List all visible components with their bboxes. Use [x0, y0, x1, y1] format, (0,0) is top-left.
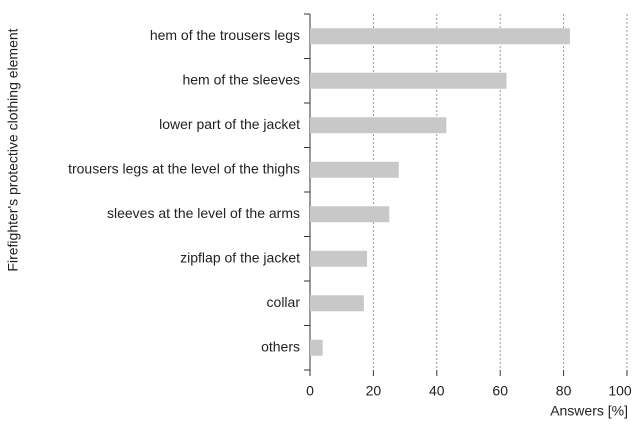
x-tick-label: 40 — [429, 383, 445, 399]
x-axis-label: Answers [%] — [550, 403, 628, 419]
y-tick-label: trousers legs at the level of the thighs — [68, 160, 300, 176]
y-axis-label: Firefighter's protective clothing elemen… — [5, 28, 21, 271]
bar — [310, 72, 507, 89]
bar — [310, 339, 323, 356]
x-tick-label: 20 — [366, 383, 382, 399]
bar — [310, 250, 368, 267]
y-tick-label: others — [261, 338, 300, 354]
bar — [310, 28, 570, 45]
bar — [310, 206, 390, 223]
y-tick-label: lower part of the jacket — [159, 116, 300, 132]
bar — [310, 295, 364, 312]
y-tick-label: sleeves at the level of the arms — [107, 205, 300, 221]
y-tick-label: zipflap of the jacket — [180, 249, 300, 265]
bar — [310, 117, 447, 134]
x-tick-label: 60 — [492, 383, 508, 399]
y-tick-label: hem of the trousers legs — [150, 27, 300, 43]
x-tick-label: 80 — [556, 383, 572, 399]
bar — [310, 161, 399, 178]
x-tick-label: 100 — [608, 383, 632, 399]
y-tick-label: collar — [267, 294, 301, 310]
x-tick-label: 0 — [306, 383, 314, 399]
y-tick-label: hem of the sleeves — [182, 71, 300, 87]
